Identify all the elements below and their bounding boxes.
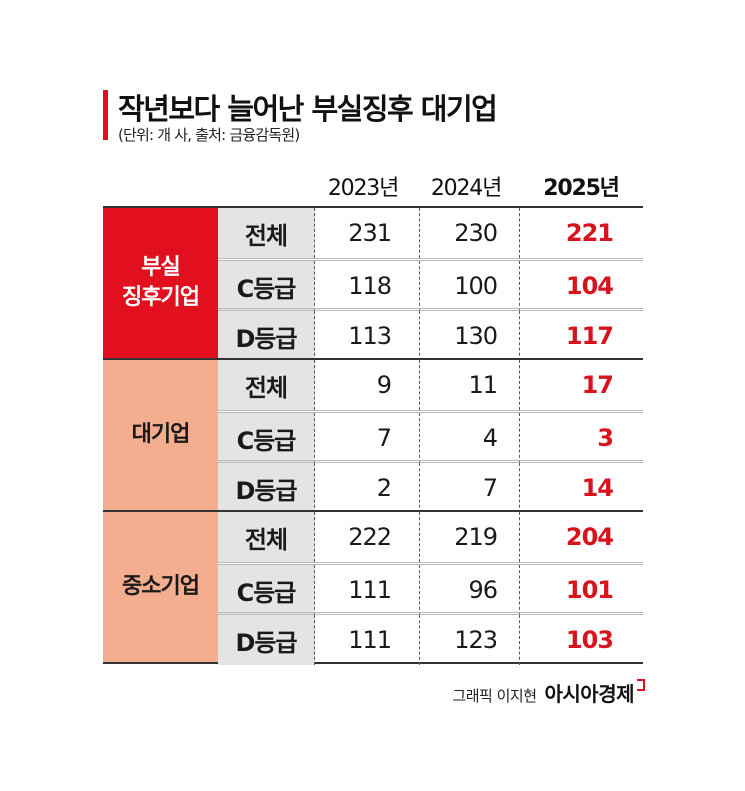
graphic-credit: 그래픽 이지현: [452, 687, 537, 705]
group-label: 중소기업: [103, 512, 218, 662]
value-2024: 11: [420, 360, 520, 410]
row-label: D등급: [218, 615, 315, 665]
value-2024: 123: [420, 615, 520, 665]
table-row: D등급 2 7 14: [218, 460, 643, 513]
row-label: 전체: [218, 208, 315, 258]
table-row: 전체 231 230 221: [218, 208, 643, 258]
row-label: C등급: [218, 413, 315, 463]
value-2023: 222: [315, 512, 420, 562]
table-row: D등급 113 130 117: [218, 308, 643, 361]
value-2025: 103: [565, 626, 614, 654]
chart-title: 작년보다 늘어난 부실징후 대기업: [118, 92, 498, 126]
credit-line: 그래픽 이지현 아시아경제: [452, 678, 645, 707]
table-row: C등급 118 100 104: [218, 258, 643, 311]
value-2023: 9: [315, 360, 420, 410]
value-2025: 3: [597, 424, 614, 452]
value-2023: 111: [315, 615, 420, 665]
group-label: 대기업: [103, 360, 218, 510]
value-2025: 101: [565, 576, 614, 604]
value-2025: 104: [565, 272, 614, 300]
value-2024: 100: [420, 261, 520, 311]
row-label: C등급: [218, 565, 315, 615]
value-2025: 117: [565, 322, 614, 350]
column-header-2023: 2023년: [327, 176, 399, 201]
title-accent-bar: [103, 90, 108, 140]
row-label: D등급: [218, 311, 315, 361]
value-2025: 17: [581, 371, 614, 399]
value-2024: 219: [420, 512, 520, 562]
table-row: C등급 111 96 101: [218, 562, 643, 615]
column-header-2025: 2025년: [543, 176, 620, 201]
value-2023: 231: [315, 208, 420, 258]
chart-subtitle: (단위: 개 사, 출처: 금융감독원): [118, 126, 300, 144]
group-label-line: 징후기업: [122, 285, 200, 310]
publisher-logo: 아시아경제: [544, 682, 635, 706]
row-label: 전체: [218, 360, 315, 410]
section-small-medium-companies: 중소기업 전체 222 219 204 C등급 111 96 101 D등급 1…: [103, 510, 643, 665]
value-2023: 118: [315, 261, 420, 311]
row-label: D등급: [218, 463, 315, 513]
value-2024: 4: [420, 413, 520, 463]
value-2023: 7: [315, 413, 420, 463]
table-row: 전체 9 11 17: [218, 360, 643, 410]
table-row: C등급 7 4 3: [218, 410, 643, 463]
group-label-line: 부실: [141, 255, 180, 280]
table-row: D등급 111 123 103: [218, 612, 643, 665]
value-2025: 204: [565, 523, 614, 551]
value-2023: 113: [315, 311, 420, 361]
logo-mark-icon: [637, 679, 645, 691]
value-2025: 221: [565, 219, 614, 247]
value-2023: 111: [315, 565, 420, 615]
table-row: 전체 222 219 204: [218, 512, 643, 562]
value-2024: 96: [420, 565, 520, 615]
column-header-2024: 2024년: [430, 176, 502, 201]
value-2024: 230: [420, 208, 520, 258]
row-label: C등급: [218, 261, 315, 311]
row-label: 전체: [218, 512, 315, 562]
value-2023: 2: [315, 463, 420, 513]
value-2024: 7: [420, 463, 520, 513]
section-large-companies: 대기업 전체 9 11 17 C등급 7 4 3 D등급 2 7 14: [103, 358, 643, 513]
value-2025: 14: [581, 474, 614, 502]
value-2024: 130: [420, 311, 520, 361]
